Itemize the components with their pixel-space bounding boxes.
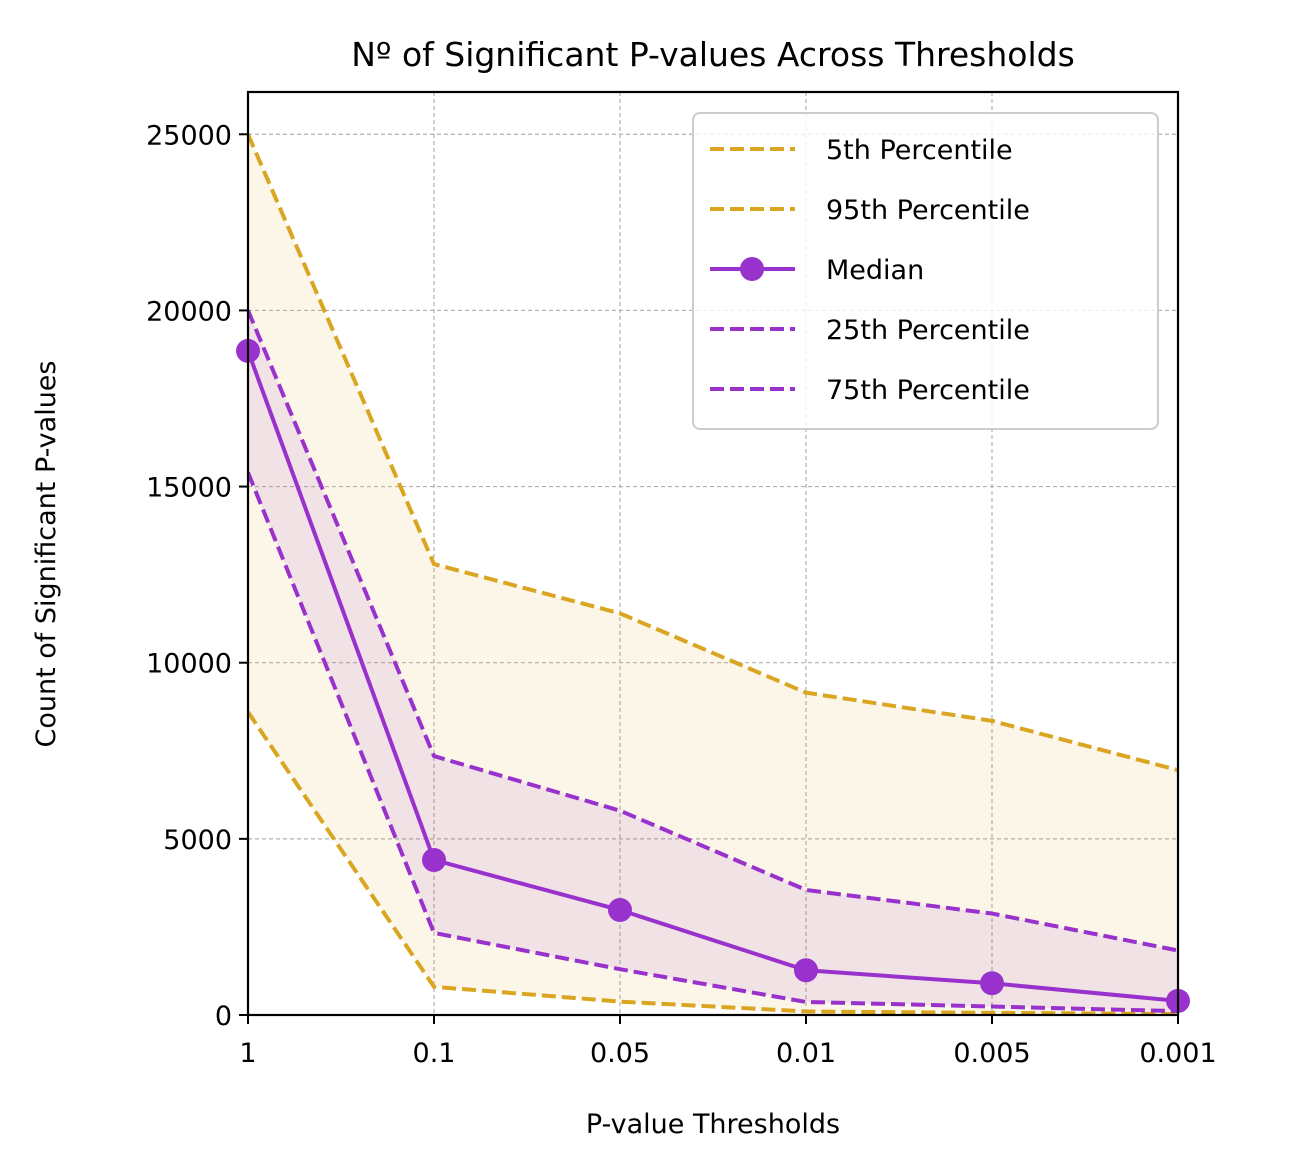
x-tick-label: 0.005 [953, 1038, 1030, 1069]
legend-label-25th-percentile: 25th Percentile [826, 315, 1030, 346]
y-axis-ticks: 0 5000 10000 15000 20000 25000 [146, 120, 248, 1032]
y-axis-label: Count of Significant P-values [31, 361, 62, 748]
median-markers [236, 338, 1190, 1013]
series-lines [248, 133, 1178, 1015]
plot-frame [246, 90, 1180, 1017]
legend-marker-median [740, 257, 764, 281]
legend-label-5th-percentile: 5th Percentile [826, 135, 1013, 166]
series-line-median [248, 350, 1178, 1003]
series-line-95th-percentile [248, 133, 1178, 773]
series-line-25th-percentile [248, 471, 1178, 1014]
x-tick-label: 0.1 [413, 1038, 456, 1069]
x-axis-label: P-value Thresholds [586, 1109, 840, 1140]
percentile-bands [248, 134, 1178, 1014]
legend-label-95th-percentile: 95th Percentile [826, 195, 1030, 226]
series-line-5th-percentile [248, 710, 1178, 1015]
marker-median-point [980, 971, 1004, 996]
series-line-75th-percentile [248, 309, 1178, 953]
legend: 5th Percentile 95th Percentile Median 25th … [692, 112, 1159, 430]
x-tick-label: 1 [239, 1038, 256, 1069]
band-5th-percentile-to-95th-percentile [248, 134, 1178, 1014]
y-tick-label: 20000 [146, 296, 232, 327]
marker-median-point [794, 958, 818, 983]
chart-title: Nº of Significant P-values Across Thresh… [351, 35, 1075, 74]
legend-label-75th-percentile: 75th Percentile [826, 375, 1030, 406]
y-tick-label: 15000 [146, 473, 232, 504]
marker-median-point [422, 847, 446, 872]
x-tick-label: 0.05 [590, 1038, 650, 1069]
y-tick-label: 0 [215, 1001, 232, 1032]
legend-box [692, 112, 1159, 430]
marker-median-point [608, 898, 632, 923]
x-tick-label: 0.01 [776, 1038, 836, 1069]
y-tick-label: 10000 [146, 649, 232, 680]
x-axis-ticks: 1 0.1 0.05 0.01 0.005 0.001 [239, 1015, 1217, 1069]
y-tick-label: 25000 [146, 120, 232, 151]
x-tick-label: 0.001 [1139, 1038, 1216, 1069]
band-25th-percentile-to-75th-percentile [248, 310, 1178, 1012]
legend-label-median: Median [826, 255, 924, 286]
y-tick-label: 5000 [163, 825, 232, 856]
